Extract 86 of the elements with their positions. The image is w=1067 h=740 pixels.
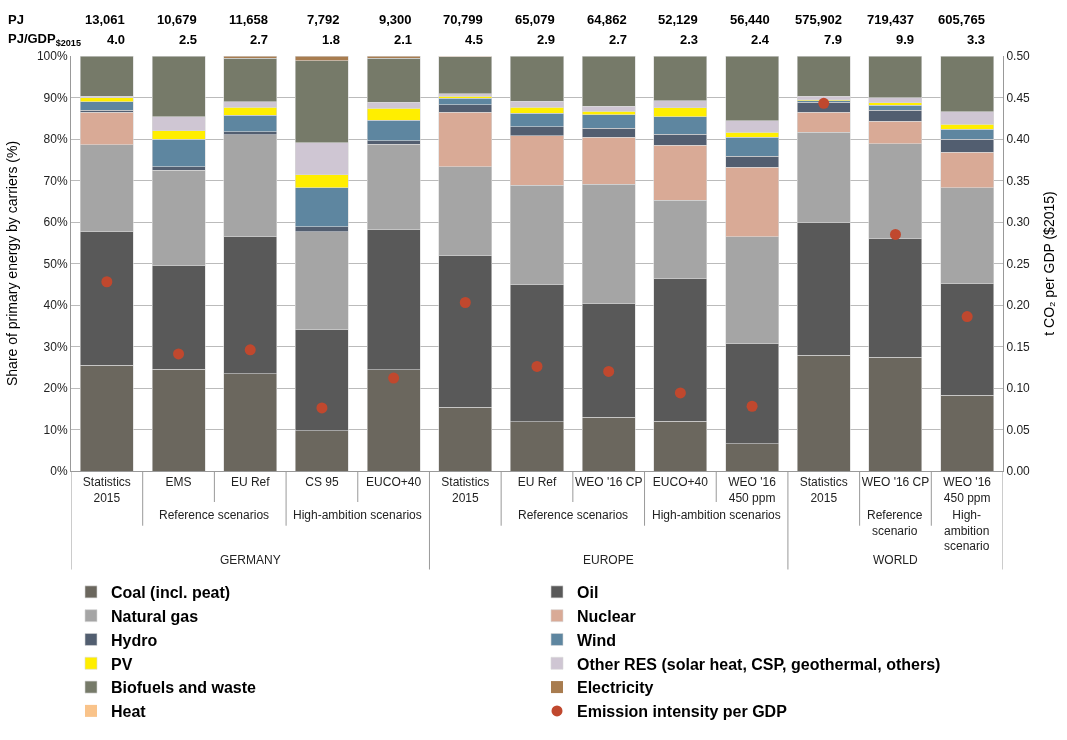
- y2-tick-label: 0.50: [1006, 49, 1031, 64]
- text: 70,799: [443, 12, 483, 27]
- text: 3.3: [967, 32, 986, 47]
- text: 2.1: [394, 32, 413, 47]
- legend-label: Heat: [111, 703, 147, 721]
- x-tick-label: EU Ref: [230, 475, 271, 490]
- y-tick-label: 20%: [43, 381, 68, 396]
- text: PJ: [8, 12, 24, 27]
- text: High-ambition scenarios: [293, 508, 422, 522]
- text: 4.5: [465, 32, 484, 47]
- y2-tick-label: 0.10: [1006, 381, 1031, 396]
- text: Reference scenario: [867, 508, 923, 538]
- x-tick-label: Statistics 2015: [82, 475, 131, 505]
- text: 13,061: [85, 12, 125, 27]
- x-tick-label: WEO '16 CP: [574, 475, 643, 490]
- x-tick-label: EU Ref: [517, 475, 557, 490]
- y-tick-label: 80%: [43, 132, 68, 147]
- legend-label: Hydro: [111, 631, 158, 649]
- legend-label: Emission intensity per GDP: [577, 703, 788, 721]
- y2-tick-label: 0.25: [1006, 256, 1031, 271]
- y2-tick-label: 0.00: [1006, 464, 1031, 479]
- text: 2.7: [609, 32, 628, 47]
- y2-tick-label: 0.05: [1006, 422, 1031, 437]
- x-tick-label: Statistics 2015: [799, 475, 848, 505]
- y-tick-label: 90%: [43, 90, 68, 105]
- x-tick-label: Statistics 2015: [441, 475, 490, 505]
- y-tick-label: 30%: [43, 339, 68, 354]
- text: 65,079: [515, 12, 555, 27]
- text: 2.5: [179, 32, 198, 47]
- legend-label: Natural gas: [111, 607, 199, 625]
- text: 2.9: [537, 32, 556, 47]
- y-tick-label: 40%: [43, 298, 68, 313]
- text: 52,129: [658, 12, 698, 27]
- y2-tick-label: 0.40: [1006, 132, 1031, 147]
- text: 9,300: [379, 12, 412, 27]
- y2-axis-title: t CO₂ per GDP ($2015): [1041, 191, 1058, 336]
- x-tick-label: WEO '16 450 ppm: [728, 475, 777, 505]
- text: 10,679: [157, 12, 197, 27]
- text: EUROPE: [583, 553, 634, 567]
- text: 2.3: [680, 32, 699, 47]
- y2-tick-label: 0.35: [1006, 173, 1031, 188]
- legend-label: Wind: [577, 631, 616, 649]
- legend-label: Nuclear: [577, 607, 636, 625]
- y-tick-label: 70%: [43, 173, 68, 188]
- text: WORLD: [873, 553, 918, 567]
- text: 605,765: [938, 12, 985, 27]
- y2-tick-label: 0.15: [1006, 339, 1031, 354]
- x-tick-label: EUCO+40: [652, 475, 709, 490]
- text: High-ambition scenarios: [652, 508, 781, 522]
- legend-label: Oil: [577, 584, 599, 602]
- text: 4.0: [107, 32, 126, 47]
- x-tick-label: WEO '16 450 ppm: [943, 475, 992, 505]
- y2-tick-label: 0.20: [1006, 298, 1031, 313]
- y-tick-label: 0%: [50, 464, 68, 479]
- y-tick-label: 60%: [43, 215, 68, 230]
- text: 7.9: [824, 32, 843, 47]
- text: 64,862: [587, 12, 627, 27]
- text: 56,440: [730, 12, 770, 27]
- legend-label: PV: [111, 655, 133, 673]
- legend-label: Coal (incl. peat): [111, 584, 231, 602]
- y-axis-title: Share of primary energy by carriers (%): [4, 140, 21, 387]
- text: 11,658: [229, 12, 269, 27]
- legend-label: Other RES (solar heat, CSP, geothermal, others): [577, 655, 941, 673]
- y-tick-label: 50%: [43, 256, 68, 271]
- legend-label: Electricity: [577, 679, 654, 697]
- y-tick-label: 100%: [36, 49, 68, 64]
- x-tick-label: EUCO+40: [366, 475, 422, 490]
- text: Reference scenarios: [518, 508, 629, 522]
- y2-tick-label: 0.45: [1006, 90, 1031, 105]
- text: 9.9: [896, 32, 915, 47]
- y-tick-label: 10%: [43, 422, 68, 437]
- text: 7,792: [307, 12, 340, 27]
- x-tick-label: CS 95: [305, 475, 339, 490]
- text: 2.7: [250, 32, 269, 47]
- text: 575,902: [795, 12, 842, 27]
- y2-tick-label: 0.30: [1006, 215, 1031, 230]
- text: High- ambition scenario: [944, 508, 990, 554]
- x-tick-label: EMS: [165, 475, 192, 490]
- text: 719,437: [867, 12, 914, 27]
- text: GERMANY: [220, 553, 281, 567]
- x-tick-label: WEO '16 CP: [861, 475, 930, 490]
- text: Reference scenarios: [159, 508, 270, 522]
- text: 2.4: [751, 32, 770, 47]
- legend-label: Biofuels and waste: [111, 679, 257, 697]
- text: PJ/GDP$_{$2015}$: [8, 31, 81, 48]
- text: 1.8: [322, 32, 341, 47]
